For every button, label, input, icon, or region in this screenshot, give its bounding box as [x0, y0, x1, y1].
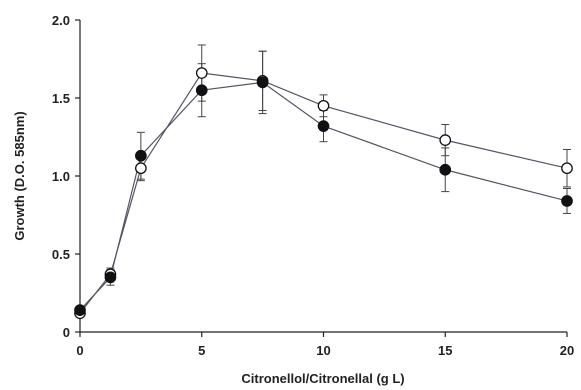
y-axis-title: Growth (D.O. 585nm): [12, 111, 27, 240]
y-tick-label: 0.5: [52, 247, 70, 262]
x-tick-label: 10: [316, 343, 330, 358]
data-point-filled: [439, 163, 452, 176]
data-point-open: [135, 162, 147, 175]
data-point-filled: [561, 195, 573, 207]
data-point-filled: [74, 304, 86, 317]
data-point-filled: [104, 271, 117, 284]
x-axis-title: Citronellol/Citronellal (g L): [241, 371, 404, 386]
x-ticks: 0 5 10 15 20: [76, 332, 574, 358]
data-point-filled: [317, 120, 330, 132]
data-point-filled: [195, 84, 208, 97]
y-tick-label: 2.0: [52, 13, 70, 28]
y-ticks: 0 0.5 1.0 1.5 2.0: [52, 13, 80, 340]
data-point-filled: [256, 76, 269, 89]
x-tick-label: 0: [76, 343, 83, 358]
y-tick-label: 0: [63, 325, 70, 340]
y-tick-label: 1.0: [52, 169, 70, 184]
data-point-filled: [135, 149, 147, 162]
x-tick-label: 5: [198, 343, 205, 358]
data-point-open: [561, 162, 573, 175]
data-point-open: [317, 99, 330, 112]
data-point-open: [195, 67, 208, 79]
data-point-open: [439, 134, 452, 146]
y-tick-label: 1.5: [52, 91, 70, 106]
x-tick-label: 15: [438, 343, 452, 358]
axes: [79, 20, 567, 333]
x-tick-label: 20: [560, 343, 574, 358]
plot-area: [74, 44, 573, 320]
series-line-2: [79, 81, 568, 311]
